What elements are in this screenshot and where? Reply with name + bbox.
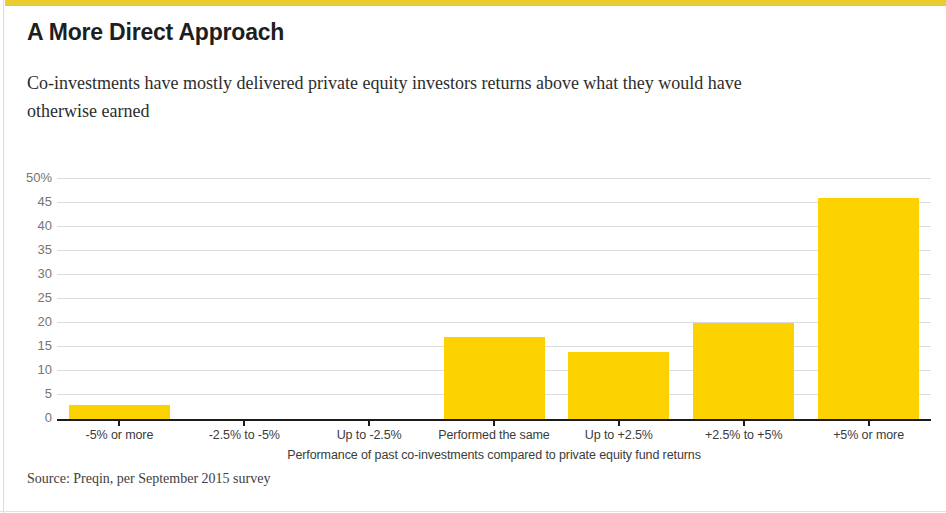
- x-tick-mark: [868, 421, 870, 426]
- x-tick-label: Performed the same: [432, 428, 557, 442]
- y-tick-label: 5: [16, 386, 52, 402]
- x-tick-label: Up to -2.5%: [307, 428, 432, 442]
- y-tick-label: 15: [16, 338, 52, 354]
- x-tick-mark: [618, 421, 620, 426]
- bar: [69, 405, 170, 419]
- bar: [444, 337, 545, 419]
- chart-card: A More Direct Approach Co-investments ha…: [0, 0, 946, 513]
- x-axis-title: Performance of past co-investments compa…: [57, 448, 931, 462]
- gridline: [57, 322, 931, 323]
- bottom-border-line: [0, 511, 946, 512]
- gridline: [57, 202, 931, 203]
- bar: [818, 198, 919, 419]
- plot-area: [57, 178, 931, 421]
- x-axis-labels: -5% or more-2.5% to -5%Up to -2.5%Perfor…: [57, 428, 931, 442]
- source-note: Source: Preqin, per September 2015 surve…: [27, 471, 270, 487]
- y-tick-label: 35: [16, 242, 52, 258]
- x-tick-label: +2.5% to +5%: [681, 428, 806, 442]
- y-tick-label: 0: [16, 410, 52, 426]
- x-tick-mark: [493, 421, 495, 426]
- gridline: [57, 274, 931, 275]
- bar-chart: 05101520253035404550% -5% or more-2.5% t…: [0, 178, 946, 478]
- chart-title: A More Direct Approach: [27, 19, 284, 46]
- chart-subtitle: Co-investments have mostly delivered pri…: [27, 69, 927, 125]
- gridline: [57, 226, 931, 227]
- x-tick-mark: [118, 421, 120, 426]
- bar: [693, 323, 794, 419]
- y-tick-label: 10: [16, 362, 52, 378]
- y-tick-label: 40: [16, 218, 52, 234]
- y-tick-label: 30: [16, 266, 52, 282]
- brand-accent-bar: [5, 0, 946, 6]
- x-tick-mark: [743, 421, 745, 426]
- subtitle-line-2: otherwise earned: [27, 101, 149, 121]
- x-tick-label: Up to +2.5%: [556, 428, 681, 442]
- gridline: [57, 298, 931, 299]
- x-tick-mark: [368, 421, 370, 426]
- y-tick-label: 25: [16, 290, 52, 306]
- x-tick-label: -2.5% to -5%: [182, 428, 307, 442]
- gridline: [57, 178, 931, 179]
- y-tick-label: 45: [16, 194, 52, 210]
- y-tick-label: 50%: [16, 170, 52, 186]
- x-tick-label: +5% or more: [806, 428, 931, 442]
- subtitle-line-1: Co-investments have mostly delivered pri…: [27, 73, 742, 93]
- y-tick-label: 20: [16, 314, 52, 330]
- x-tick-mark: [243, 421, 245, 426]
- x-tick-label: -5% or more: [57, 428, 182, 442]
- gridline: [57, 250, 931, 251]
- bar: [568, 352, 669, 419]
